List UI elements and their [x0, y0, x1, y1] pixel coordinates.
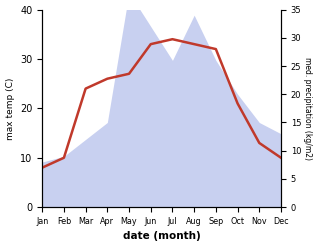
Y-axis label: med. precipitation (kg/m2): med. precipitation (kg/m2) [303, 57, 313, 160]
X-axis label: date (month): date (month) [123, 231, 200, 242]
Y-axis label: max temp (C): max temp (C) [5, 77, 15, 140]
